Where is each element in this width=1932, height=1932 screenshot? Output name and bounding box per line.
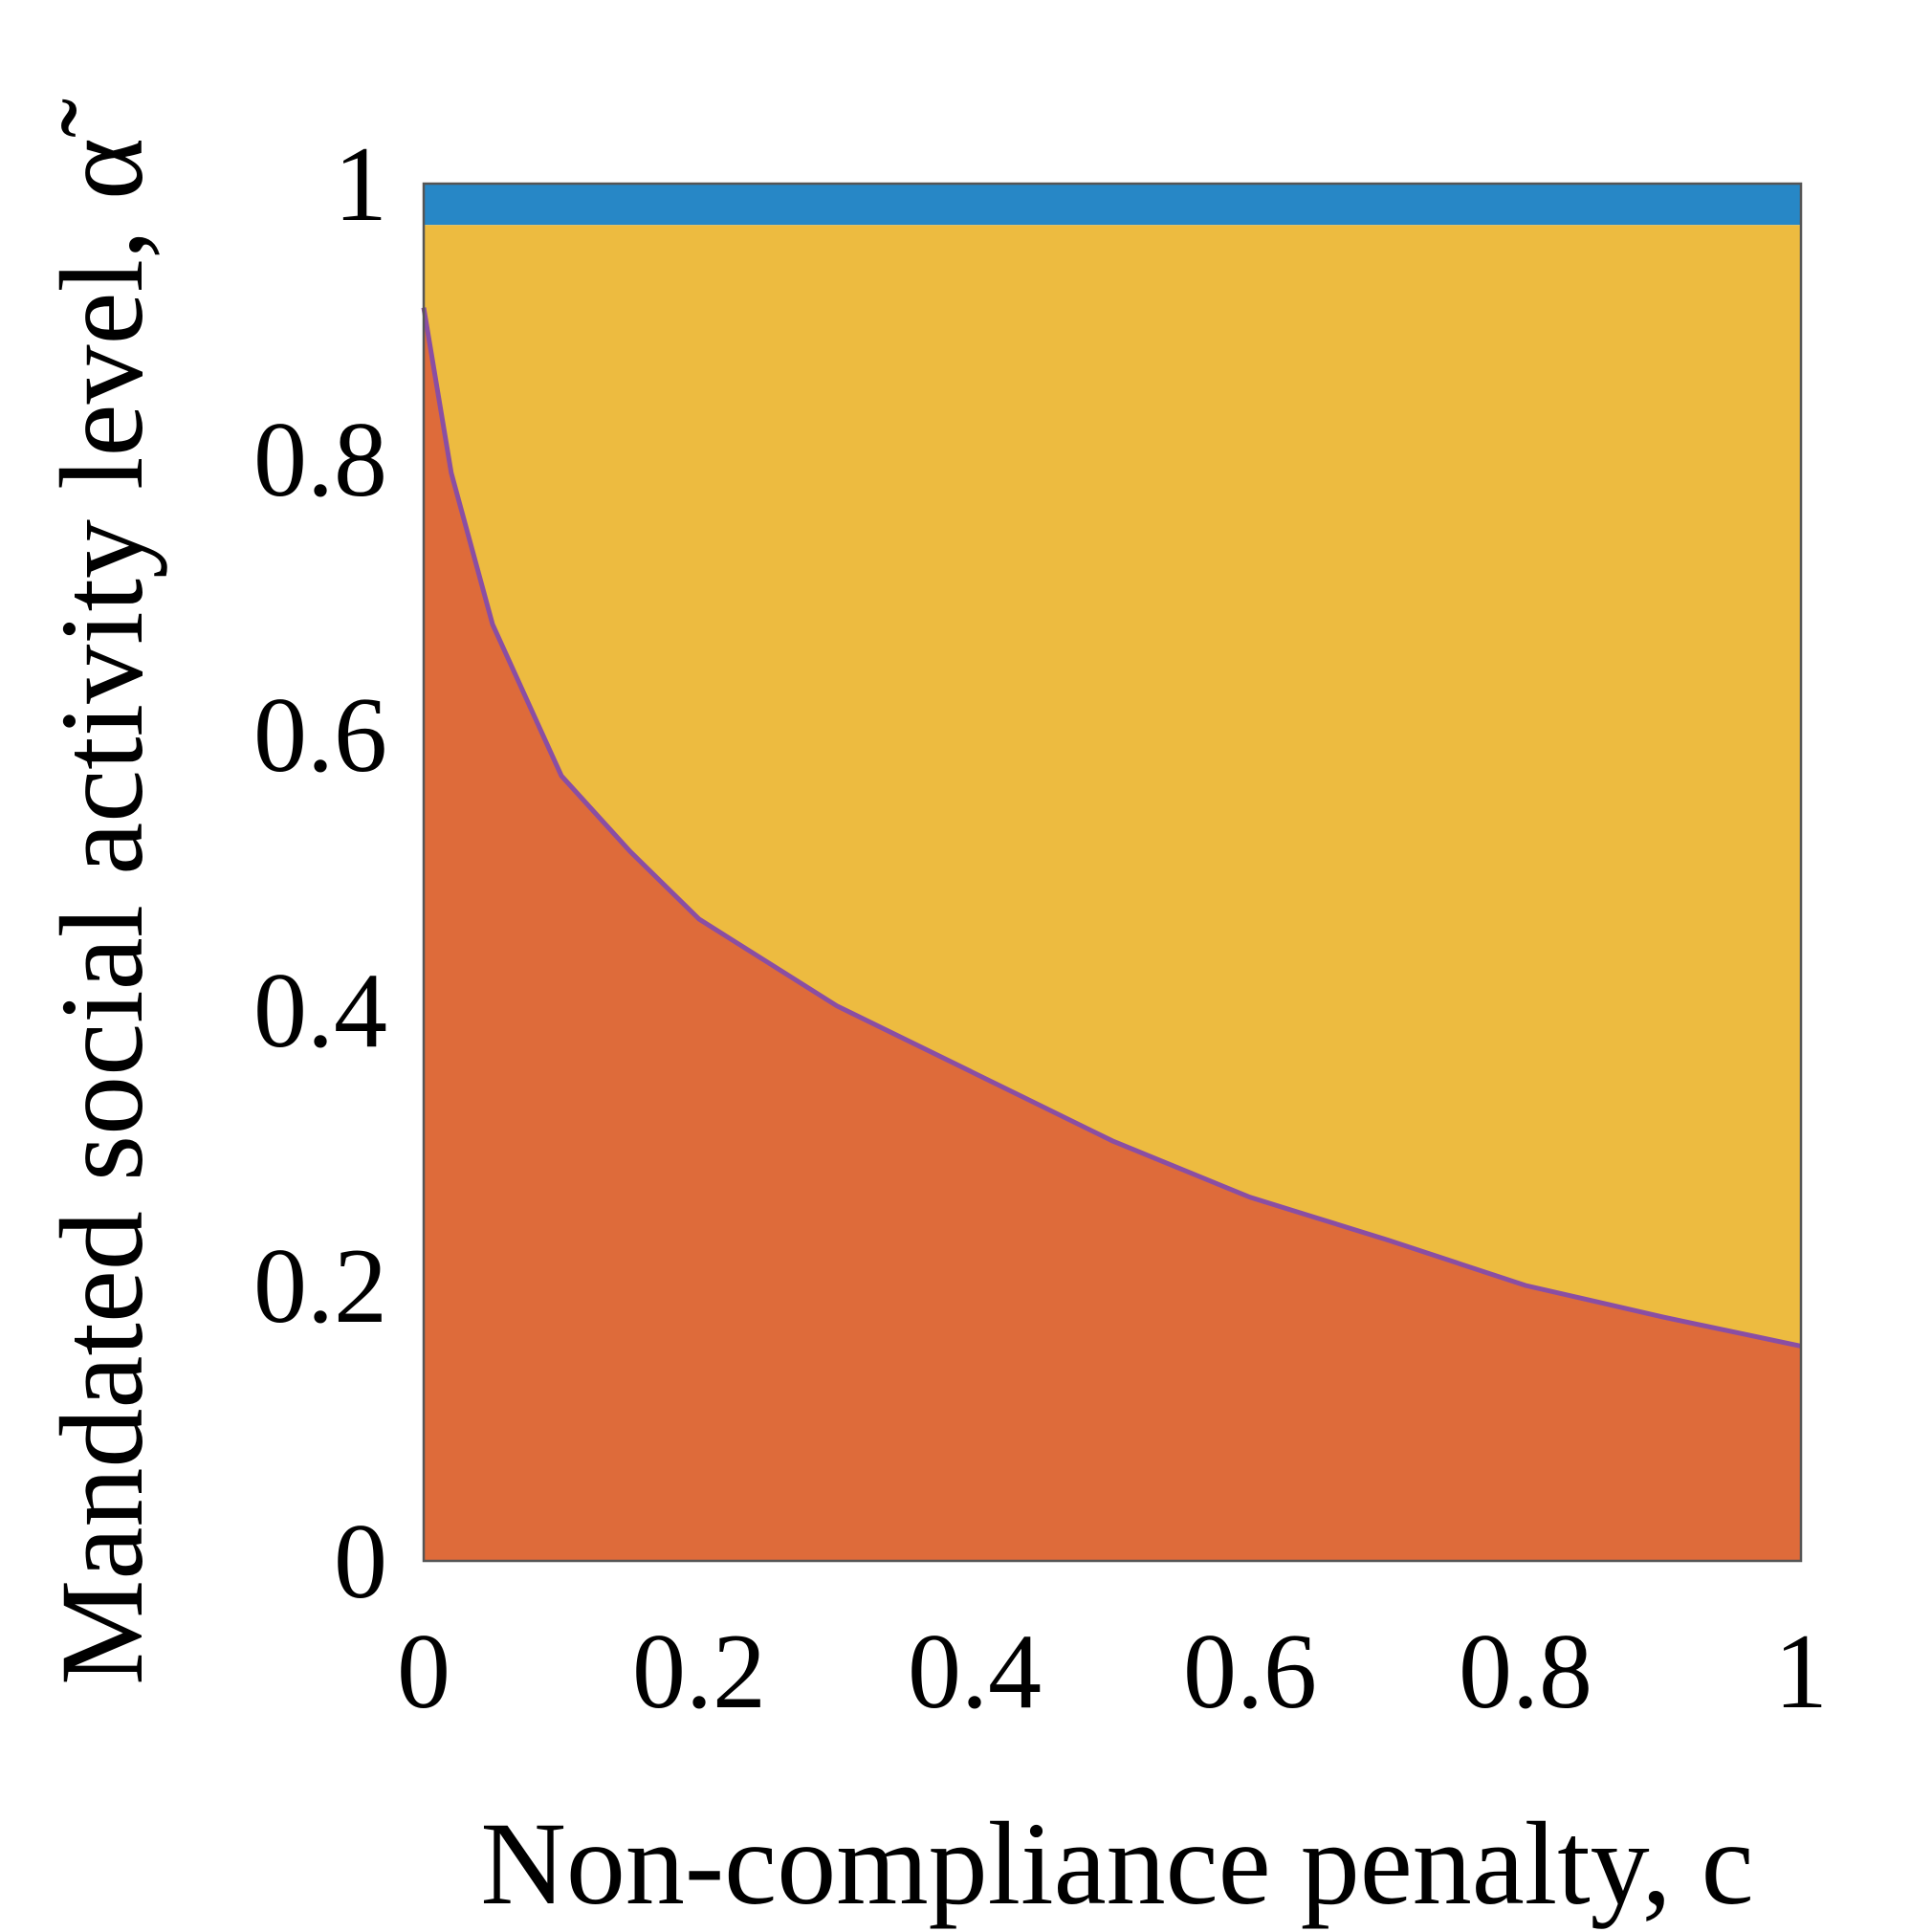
x-tick-label: 1	[1774, 1613, 1828, 1731]
y-tick-label: 0.4	[253, 952, 387, 1070]
y-tick-label: 0.2	[253, 1227, 387, 1346]
y-axis-label: Mandated social activity level, α̃	[36, 99, 167, 1685]
region-yellow	[424, 225, 1801, 1347]
y-tick-label: 0	[334, 1503, 387, 1621]
x-tick-label: 0.6	[1183, 1613, 1317, 1731]
x-tick-label: 0.8	[1459, 1613, 1592, 1731]
x-tick-label: 0.4	[908, 1613, 1042, 1731]
boundary-curve	[421, 307, 1802, 1349]
y-tick-labels: 0 0.2 0.4 0.6 0.8 1	[253, 125, 387, 1621]
x-axis-label: Non-compliance penalty, c	[480, 1798, 1753, 1929]
plot-area	[421, 182, 1803, 1563]
region-red	[424, 307, 1801, 1562]
x-tick-label: 0	[397, 1613, 450, 1731]
region-blue	[424, 184, 1801, 226]
y-tick-label: 0.8	[253, 401, 387, 519]
x-tick-labels: 0 0.2 0.4 0.6 0.8 1	[397, 1613, 1828, 1731]
y-tick-label: 0.6	[253, 676, 387, 795]
axes-frame	[422, 182, 1803, 1563]
x-tick-label: 0.2	[632, 1613, 766, 1731]
y-tick-label: 1	[334, 125, 387, 244]
